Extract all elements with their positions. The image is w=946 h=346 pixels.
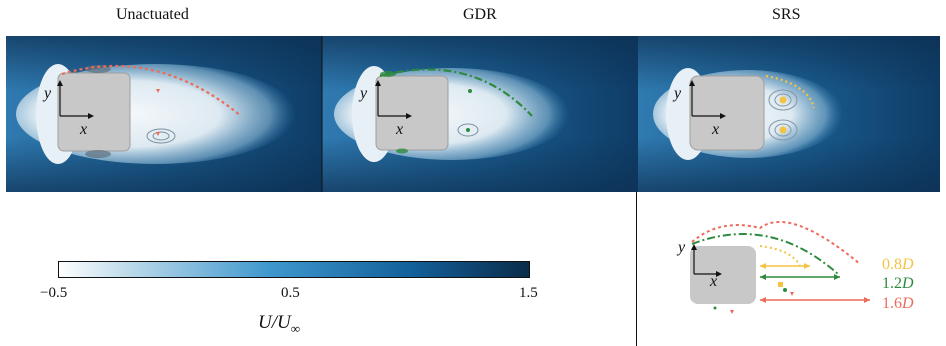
- axes-arrows: y x: [672, 80, 726, 138]
- panel-title-srs: SRS: [772, 6, 801, 23]
- length-arrow-gdr: [760, 274, 840, 280]
- x-axis-label: x: [711, 121, 719, 138]
- bluff-body: [375, 75, 449, 151]
- separation-curve-unactuated: [61, 64, 242, 117]
- schematic-axes: y x: [676, 239, 722, 290]
- panel-unactuated: y x: [6, 36, 322, 192]
- bluff-body: [57, 72, 131, 152]
- schematic-curve-unactuated: [691, 220, 861, 265]
- colorbar-tick-max: 1.5: [519, 285, 538, 301]
- colorbar-tick-min: −0.5: [40, 285, 68, 301]
- panel-srs: y x: [638, 36, 940, 192]
- vortex: [768, 89, 798, 111]
- y-axis-label: y: [358, 85, 368, 102]
- legend-label-gdr: 1.2D: [882, 275, 914, 292]
- flow-field-srs: y x: [638, 36, 940, 192]
- separation-curve-gdr: [379, 68, 533, 117]
- bluff-body: [689, 75, 765, 151]
- legend-label-unactuated: 1.6D: [882, 295, 914, 312]
- flow-field-svg: y x y x: [6, 36, 638, 192]
- panel-title-unactuated: Unactuated: [116, 6, 189, 23]
- colorbar-label-main: U/U: [258, 312, 291, 333]
- length-arrow-srs: [760, 263, 810, 269]
- vortex: [768, 119, 798, 141]
- divider-line: [636, 192, 637, 346]
- schematic-x-label: x: [709, 273, 717, 290]
- vortex: [85, 150, 111, 158]
- legend-label-srs: 0.8D: [882, 256, 914, 273]
- axes-arrows: y x: [358, 80, 412, 138]
- colorbar-label: U/U∞: [258, 312, 300, 337]
- length-arrow-unactuated: [760, 297, 870, 303]
- y-axis-label: y: [42, 85, 52, 102]
- panel-title-gdr: GDR: [463, 6, 497, 23]
- separation-curve-srs: [765, 74, 816, 109]
- schematic-curve-gdr: [691, 233, 839, 275]
- vortex: [146, 128, 176, 144]
- y-axis-label: y: [672, 85, 682, 102]
- panel-gdr: y x: [322, 36, 638, 192]
- x-axis-label: x: [79, 121, 87, 138]
- colorbar-label-sub: ∞: [290, 320, 301, 336]
- colorbar: [58, 261, 530, 278]
- schematic-body: [690, 246, 756, 304]
- colorbar-tick-mid: 0.5: [281, 285, 300, 301]
- axes-arrows: y x: [42, 80, 94, 138]
- vortex: [457, 123, 479, 137]
- schematic-y-label: y: [676, 239, 686, 256]
- x-axis-label: x: [395, 121, 403, 138]
- flow-field-strip: y x y x: [6, 36, 638, 192]
- schematic-inset: y x 0.8D 1.2D 1.6D: [676, 220, 914, 314]
- flow-field-srs-svg: y x: [638, 36, 940, 192]
